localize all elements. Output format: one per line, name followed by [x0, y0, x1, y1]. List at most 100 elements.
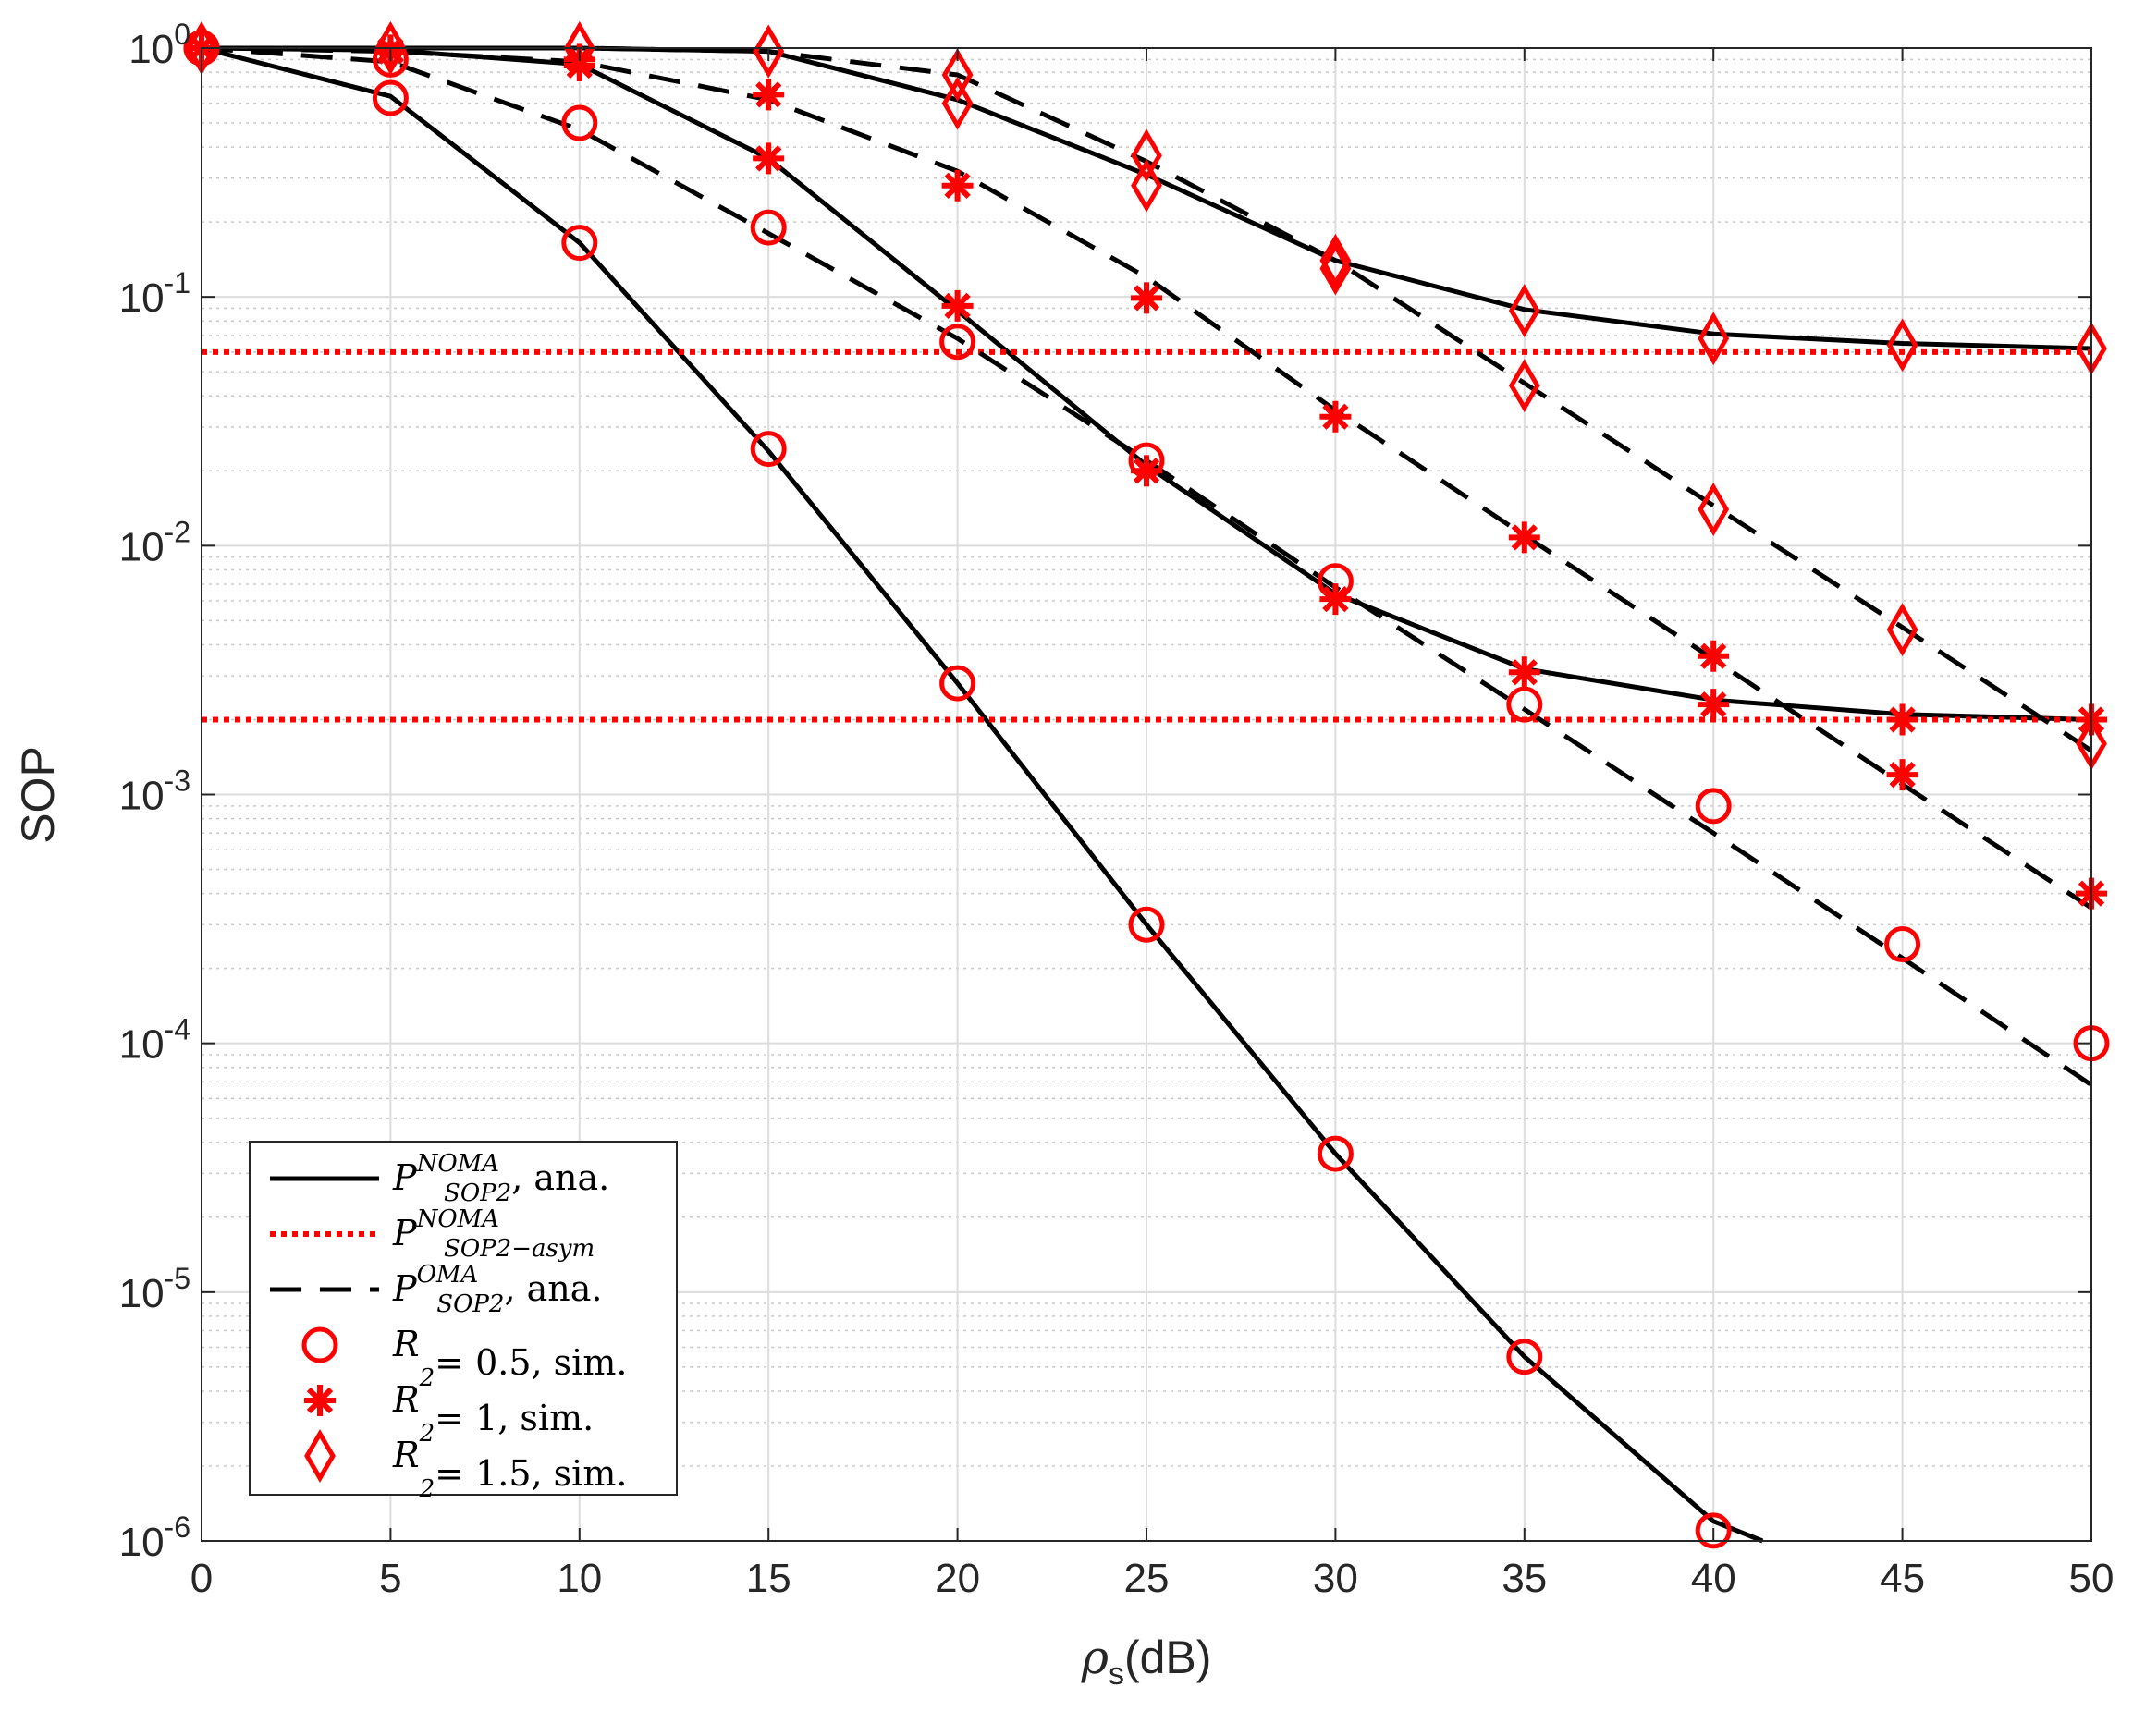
star-stroke — [755, 81, 782, 108]
star-stroke — [1889, 762, 1916, 789]
marker-circle — [1695, 1512, 1732, 1549]
y-tick-label: 100 — [129, 18, 190, 72]
star-stroke — [1322, 585, 1349, 613]
marker-diamond — [1131, 158, 1162, 213]
x-tick-label: 30 — [1313, 1556, 1358, 1601]
marker-circle — [750, 209, 787, 246]
legend-label-part: = 0.5, sim. — [435, 1342, 627, 1383]
y-tick-label: 10-6 — [119, 1510, 190, 1565]
marker-star — [1508, 521, 1540, 554]
marker-diamond — [1131, 128, 1162, 183]
marker-diamond — [563, 21, 595, 75]
legend-label-part: P — [392, 1268, 418, 1309]
legend-label: R2= 0.5, sim. — [392, 1324, 627, 1392]
legend-label-part: SOP2 — [436, 1290, 504, 1318]
legend-entry: R2= 0.5, sim. — [301, 1324, 627, 1392]
y-tick-label-exponent: -2 — [165, 515, 190, 548]
legend-entry: PNOMA SOP2, ana. — [270, 1150, 609, 1207]
marker-diamond — [374, 21, 407, 75]
x-tick-label: 10 — [557, 1556, 602, 1601]
marker-star — [1698, 689, 1730, 721]
marker-diamond — [941, 48, 974, 103]
marker-circle — [1317, 1135, 1354, 1172]
y-tick-label-base: 10 — [119, 1520, 165, 1565]
star-stroke — [1133, 285, 1160, 312]
y-tick-label-exponent: -3 — [165, 764, 190, 798]
star-stroke — [1511, 524, 1538, 551]
legend-label-part: OMA — [417, 1261, 479, 1289]
series-line-solid — [201, 45, 1764, 1544]
y-tick-label-base: 10 — [119, 1271, 165, 1316]
legend-label-part: = 1, sim. — [435, 1398, 594, 1438]
y-tick-label-exponent: -1 — [165, 266, 190, 300]
y-tick-label: 10-5 — [119, 1262, 190, 1316]
star-stroke — [306, 1387, 334, 1414]
legend-label-part: R — [392, 1379, 420, 1420]
marker-circle — [1506, 1339, 1543, 1375]
marker-diamond — [1508, 284, 1540, 338]
marker-diamond — [1886, 603, 1918, 657]
x-tick-label: 50 — [2069, 1556, 2115, 1601]
x-axis-title-symbol: ρ — [1081, 1631, 1109, 1684]
legend-label-part: SOP2 — [444, 1180, 511, 1207]
y-tick-label-exponent: -5 — [165, 1262, 190, 1295]
y-tick-label: 10-4 — [119, 1013, 190, 1068]
y-tick-label-base: 10 — [119, 774, 165, 819]
legend-label-part: P — [392, 1213, 418, 1253]
legend-entry: R2= 1, sim. — [304, 1379, 594, 1448]
legend-label-part: , ana. — [511, 1157, 609, 1198]
marker-circle — [561, 104, 598, 141]
marker-diamond — [753, 24, 785, 79]
marker-star — [1319, 400, 1352, 433]
legend-entry: PNOMA SOP2−asym — [270, 1205, 595, 1263]
marker-diamond — [1508, 359, 1540, 413]
x-axis-title: ρs(dB) — [1081, 1631, 1212, 1692]
x-tick-label: 5 — [379, 1556, 401, 1601]
marker-star — [941, 289, 974, 322]
star-stroke — [1700, 691, 1727, 718]
marker-star — [753, 79, 785, 111]
marker-circle — [561, 225, 598, 262]
y-tick-label-exponent: -6 — [165, 1510, 190, 1544]
y-axis-title: SOP — [12, 746, 64, 844]
marker-circle — [1695, 788, 1732, 825]
marker-star — [1698, 640, 1730, 672]
series-line-dashed — [201, 45, 2093, 911]
legend-label: R2= 1.5, sim. — [392, 1435, 627, 1503]
legend-marker-diamond — [304, 1429, 336, 1483]
y-tick-label-base: 10 — [119, 1022, 165, 1068]
marker-star — [941, 169, 974, 202]
marker-circle — [939, 665, 976, 702]
marker-diamond — [1698, 312, 1730, 366]
x-axis-title-unit: (dB) — [1124, 1632, 1211, 1683]
marker-diamond — [1319, 233, 1352, 287]
y-tick-label: 10-2 — [119, 515, 190, 569]
legend-label-part: SOP2−asym — [444, 1235, 595, 1263]
star-stroke — [944, 292, 971, 320]
marker-star — [1131, 455, 1162, 487]
marker-circle — [1884, 926, 1921, 963]
legend-label: PNOMA SOP2, ana. — [392, 1150, 609, 1207]
legend-label-part: P — [392, 1157, 418, 1198]
legend-marker-star — [304, 1385, 336, 1416]
star-stroke — [1700, 642, 1727, 669]
x-axis-title-subscript: s — [1109, 1657, 1124, 1692]
marker-diamond — [941, 76, 974, 130]
marker-diamond — [1319, 241, 1352, 296]
y-tick-label-base: 10 — [119, 524, 165, 569]
y-tick-label-exponent: 0 — [174, 18, 190, 51]
legend-label-part: NOMA — [416, 1150, 499, 1178]
y-tick-label: 10-1 — [119, 266, 190, 321]
marker-diamond — [1886, 318, 1918, 373]
marker-circle — [1128, 906, 1165, 943]
x-tick-label: 0 — [190, 1556, 213, 1601]
marker-diamond — [1698, 483, 1730, 536]
marker-star — [753, 142, 785, 175]
y-tick-label-exponent: -4 — [165, 1013, 190, 1046]
star-stroke — [1133, 458, 1160, 484]
legend-label-part: = 1.5, sim. — [435, 1453, 627, 1494]
star-stroke — [1511, 659, 1538, 686]
legend-label: POMA SOP2, ana. — [392, 1261, 603, 1318]
